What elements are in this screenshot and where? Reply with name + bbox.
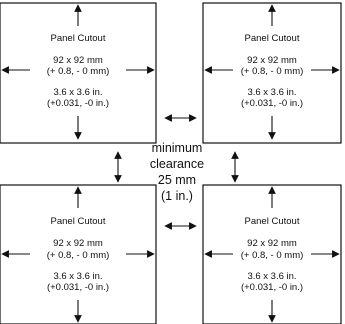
clearance-line-1: minimum (152, 141, 203, 155)
panel-top-left: Panel Cutout 92 x 92 mm (+ 0.8, - 0 mm) … (0, 2, 157, 144)
size-mm: 92 x 92 mm (53, 55, 103, 66)
size-in: 3.6 x 3.6 in. (53, 271, 102, 282)
clearance-line-2: clearance (150, 157, 204, 171)
size-mm: 92 x 92 mm (247, 238, 297, 249)
tolerance-in: (+0.031, -0 in.) (47, 282, 109, 293)
tolerance-mm: (+ 0.8, - 0 mm) (47, 66, 110, 77)
panel-bottom-left: Panel Cutout 92 x 92 mm (+ 0.8, - 0 mm) … (0, 184, 157, 324)
panel-title: Panel Cutout (245, 33, 300, 44)
panel-top-right: Panel Cutout 92 x 92 mm (+ 0.8, - 0 mm) … (202, 2, 342, 144)
tolerance-in: (+0.031, -0 in.) (241, 282, 303, 293)
tolerance-in: (+0.031, -0 in.) (47, 98, 109, 109)
size-in: 3.6 x 3.6 in. (247, 271, 296, 282)
size-in: 3.6 x 3.6 in. (53, 87, 102, 98)
panel-title: Panel Cutout (51, 33, 106, 44)
panel-title: Panel Cutout (245, 216, 300, 227)
size-mm: 92 x 92 mm (53, 238, 103, 249)
tolerance-mm: (+ 0.8, - 0 mm) (47, 250, 110, 261)
panel-bottom-right: Panel Cutout 92 x 92 mm (+ 0.8, - 0 mm) … (202, 184, 342, 324)
panel-title: Panel Cutout (51, 216, 106, 227)
size-mm: 92 x 92 mm (247, 55, 297, 66)
tolerance-in: (+0.031, -0 in.) (241, 98, 303, 109)
clearance-line-4: (1 in.) (161, 189, 193, 203)
clearance-label: minimum clearance 25 mm (1 in.) (150, 141, 204, 203)
size-in: 3.6 x 3.6 in. (247, 87, 296, 98)
tolerance-mm: (+ 0.8, - 0 mm) (241, 250, 304, 261)
clearance-line-3: 25 mm (158, 173, 196, 187)
tolerance-mm: (+ 0.8, - 0 mm) (241, 66, 304, 77)
